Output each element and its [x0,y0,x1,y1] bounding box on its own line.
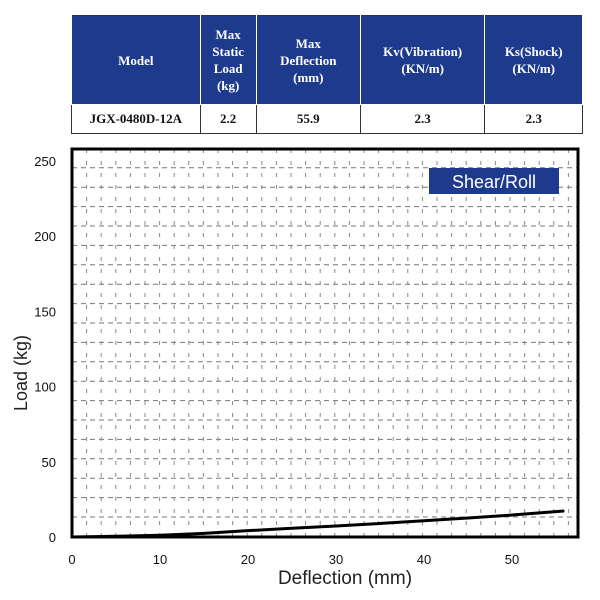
annotation-label: Shear/Roll [452,172,536,192]
data-point [511,514,513,516]
series-line [71,509,565,539]
header-cell: Model [71,15,201,105]
spec-table: Model Max Static Load (kg) Max Deflection (mm) K… [71,15,583,134]
header-line: Model [118,52,154,68]
table-row: JGX-0480D-12A 2.2 55.9 2.3 2.3 [71,104,583,134]
header-line: (kg) [216,78,240,93]
x-tick-label: 30 [329,552,343,567]
header-line: Static [212,44,245,59]
header-line: (KN/m) [512,61,556,76]
data-point [203,532,205,535]
plot-frame [70,147,580,539]
x-tick-label: 10 [153,552,167,567]
data-point [467,517,469,519]
data-point [115,535,117,538]
header-line: Deflection [280,52,337,68]
y-axis-label: Load (kg) [11,335,31,411]
x-tick-label: 50 [505,552,519,567]
spec-table-header: Model Max Static Load (kg) Max Deflection (mm) K… [71,15,583,105]
table-cell: JGX-0480D-12A [71,104,201,134]
data-point [71,536,73,538]
data-point [379,522,381,525]
header-line: Ks(Shock) [504,44,563,59]
table-cell: 55.9 [255,104,361,134]
y-tick-label: 0 [49,530,56,545]
x-tick-label: 0 [68,552,75,567]
header-line: Kv(Vibration) [383,44,463,59]
y-tick-label: 200 [34,229,56,244]
spec-table-body: JGX-0480D-12A 2.2 55.9 2.3 2.3 [71,104,583,134]
header-cell: Ks(Shock) (KN/m) [484,15,583,105]
table-cell: 2.3 [484,104,583,134]
data-point [247,529,249,532]
header-cell: Max Static Load (kg) [199,15,257,105]
y-tick-label: 50 [42,455,56,470]
data-point [563,510,565,512]
header-line: Max [295,35,321,51]
header-line: Load [213,61,243,76]
y-tick-label: 150 [34,304,56,319]
header-line: (mm) [293,69,324,85]
data-point [335,525,337,527]
annotation-box [429,168,559,194]
header-line: Max [215,27,241,42]
header-cell: Kv(Vibration) (KN/m) [359,15,486,105]
header-line: (KN/m) [401,61,444,76]
x-axis-label: Deflection (mm) [278,568,412,589]
data-point [423,519,425,522]
data-point [159,534,161,536]
header-cell: Max Deflection (mm) [255,15,361,105]
x-tick-label: 40 [417,552,431,567]
y-tick-label: 250 [34,154,56,169]
x-tick-label: 20 [241,552,255,567]
y-tick-label: 100 [34,380,56,395]
table-cell: 2.2 [199,104,257,134]
table-cell: 2.3 [359,104,486,134]
data-point [291,527,293,530]
